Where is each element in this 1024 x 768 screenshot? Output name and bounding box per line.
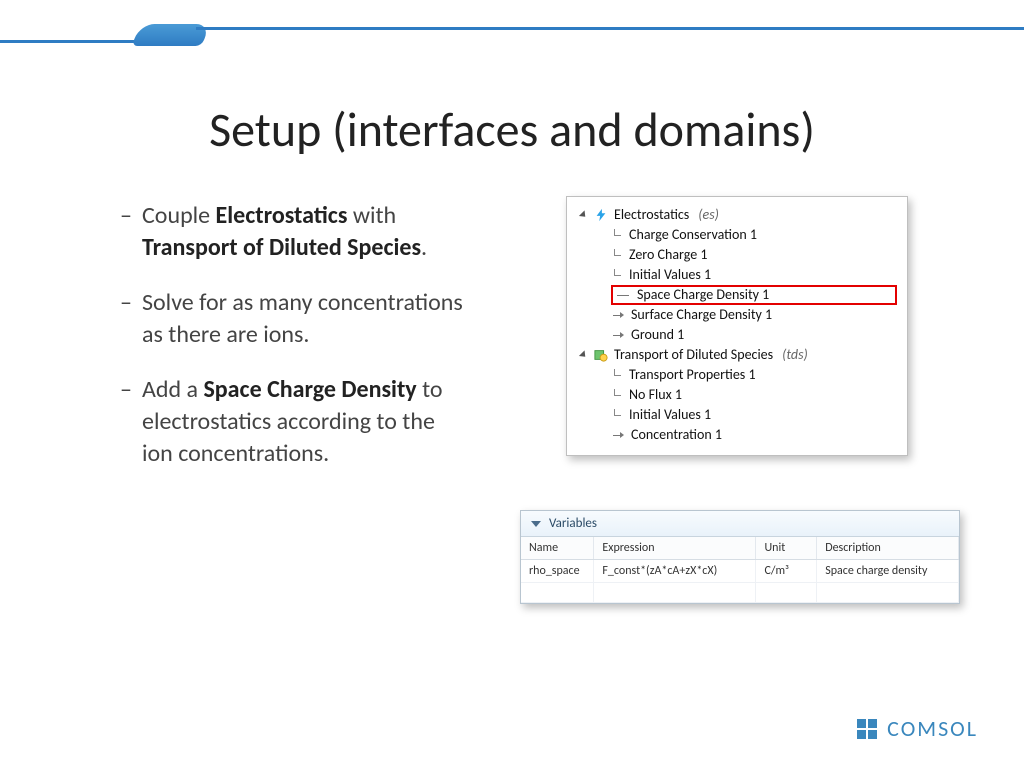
tree-group-suffix: (es)	[698, 205, 719, 225]
slide-title: Setup (interfaces and domains)	[0, 100, 1024, 159]
tree-item[interactable]: Surface Charge Density 1	[613, 305, 897, 325]
tree-item[interactable]: Concentration 1	[613, 425, 897, 445]
tree-item-label: Concentration 1	[631, 425, 722, 445]
lightning-icon	[594, 208, 608, 222]
table-cell[interactable]	[521, 583, 594, 603]
table-cell[interactable]: F_const*(zA*cA+zX*cX)	[594, 560, 756, 583]
tree-item-label: Transport Properties 1	[629, 365, 756, 385]
table-header-row: NameExpressionUnitDescription	[521, 537, 959, 560]
tree-item-label: Charge Conservation 1	[629, 225, 757, 245]
tree-item-label: Surface Charge Density 1	[631, 305, 772, 325]
variables-panel-title: Variables	[549, 516, 597, 531]
tree-item[interactable]: Charge Conservation 1	[613, 225, 897, 245]
tree-group-label: Electrostatics	[614, 205, 689, 225]
brand-mark-icon	[857, 719, 877, 739]
tree-item[interactable]: Zero Charge 1	[613, 245, 897, 265]
tree-item[interactable]: Transport Properties 1	[613, 365, 897, 385]
tree-item[interactable]: Ground 1	[613, 325, 897, 345]
tree-item-label: No Flux 1	[629, 385, 682, 405]
table-cell[interactable]: Space charge density	[817, 560, 959, 583]
chevron-down-icon	[531, 521, 541, 527]
table-cell[interactable]: rho_space	[521, 560, 594, 583]
table-cell[interactable]	[817, 583, 959, 603]
tree-item-label: Ground 1	[631, 325, 684, 345]
table-column-header[interactable]: Description	[817, 537, 959, 560]
tree-group-label: Transport of Diluted Species	[614, 345, 773, 365]
expand-icon	[579, 350, 588, 359]
variables-panel-header[interactable]: Variables	[521, 511, 959, 537]
table-cell[interactable]	[756, 583, 817, 603]
bullet-list: Couple Electrostatics with Transport of …	[120, 200, 470, 493]
table-column-header[interactable]: Expression	[594, 537, 756, 560]
table-column-header[interactable]: Unit	[756, 537, 817, 560]
tree-item[interactable]: No Flux 1	[613, 385, 897, 405]
brand-logo: COMSOL	[857, 715, 978, 742]
species-icon	[594, 348, 608, 362]
table-row[interactable]	[521, 583, 959, 603]
tree-item[interactable]: Initial Values 1	[613, 405, 897, 425]
table-cell[interactable]: C/m³	[756, 560, 817, 583]
tree-group-suffix: (tds)	[782, 345, 808, 365]
tree-group[interactable]: Electrostatics (es)	[581, 205, 897, 225]
tree-item-highlighted[interactable]: Space Charge Density 1	[611, 285, 897, 305]
brand-text: COMSOL	[887, 715, 978, 742]
tree-group[interactable]: Transport of Diluted Species (tds)	[581, 345, 897, 365]
table-row[interactable]: rho_spaceF_const*(zA*cA+zX*cX)C/m³Space …	[521, 560, 959, 583]
bullet-item: Couple Electrostatics with Transport of …	[120, 200, 470, 265]
expand-icon	[579, 210, 588, 219]
tree-item-label: Initial Values 1	[629, 405, 711, 425]
bullet-item: Add a Space Charge Density to electrosta…	[120, 374, 470, 471]
table-column-header[interactable]: Name	[521, 537, 594, 560]
model-tree-panel: Electrostatics (es)Charge Conservation 1Z…	[566, 196, 908, 456]
header-accent	[0, 24, 1024, 54]
variables-panel: Variables NameExpressionUnitDescriptionr…	[520, 510, 960, 604]
tree-item-label: Initial Values 1	[629, 265, 711, 285]
table-cell[interactable]	[594, 583, 756, 603]
variables-table: NameExpressionUnitDescriptionrho_spaceF_…	[521, 537, 959, 603]
tree-item[interactable]: Initial Values 1	[613, 265, 897, 285]
tree-item-label: Zero Charge 1	[629, 245, 707, 265]
tree-item-label: Space Charge Density 1	[637, 285, 769, 305]
bullet-item: Solve for as many concentrations as ther…	[120, 287, 470, 352]
